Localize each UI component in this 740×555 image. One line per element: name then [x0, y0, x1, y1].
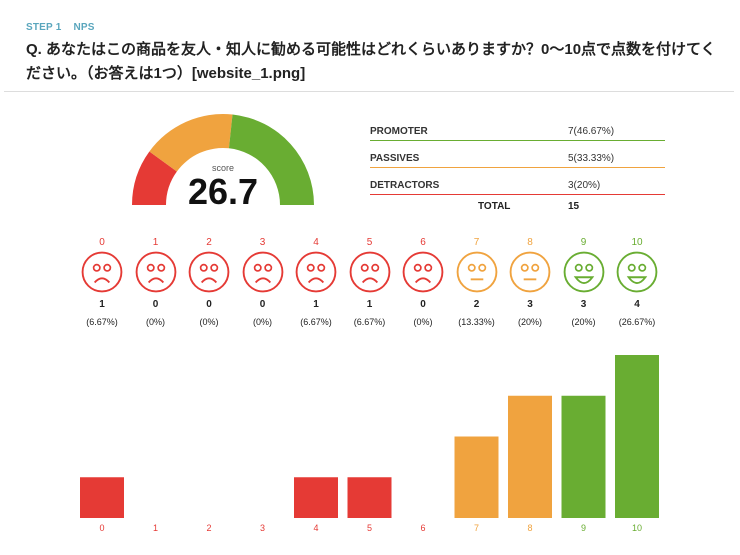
- score-count: 1: [313, 299, 319, 310]
- score-count: 3: [580, 299, 587, 310]
- score-label: 10: [631, 237, 643, 248]
- summary-row-passives: PASSIVES 5(33.33%): [370, 147, 665, 168]
- row-label: DETRACTORS: [370, 180, 440, 191]
- score-percent: (20%): [517, 317, 542, 327]
- score-percent: (20%): [571, 317, 596, 327]
- score-label: 3: [259, 237, 266, 248]
- bar-label-9: 9: [581, 523, 586, 533]
- bar-5: [347, 477, 392, 518]
- sad-face-icon: [188, 251, 230, 293]
- gauge-segment-detractors: [132, 151, 177, 205]
- sad-face-icon: [349, 251, 390, 293]
- score-percent: (0%): [252, 317, 272, 327]
- score-item-5: 5 1 (6.67%): [345, 237, 395, 327]
- bar-label-1: 1: [153, 523, 158, 533]
- score-item-9: 9 3 (20%): [559, 237, 609, 327]
- score-label: 6: [420, 237, 426, 248]
- bar-10: [615, 355, 659, 518]
- score-percent: (6.67%): [86, 317, 118, 327]
- bar-label-2: 2: [206, 523, 211, 533]
- bar-8: [508, 395, 552, 518]
- score-count: 0: [259, 299, 266, 310]
- sad-face-icon: [135, 251, 176, 293]
- score-label: 7: [473, 237, 480, 248]
- neutral-face-icon: [509, 251, 551, 293]
- score-count: 2: [473, 299, 480, 310]
- score-item-4: 4 1 (6.67%): [291, 237, 341, 327]
- bar-label-8: 8: [527, 523, 532, 533]
- bar-label-6: 6: [420, 523, 425, 533]
- score-label: 2: [206, 237, 212, 248]
- step-number: STEP 1: [26, 22, 62, 33]
- score-item-6: 6 0 (0%): [398, 237, 448, 327]
- question-title: Q. あなたはこの商品を友人・知人に勧める可能性はどれくらいありますか？0〜10…: [26, 41, 716, 82]
- score-percent: (26.67%): [618, 317, 656, 327]
- score-item-8: 8 3 (20%): [505, 237, 555, 327]
- score-count: 4: [634, 299, 640, 310]
- score-item-10: 10 4 (26.67%): [612, 237, 662, 327]
- score-label: 9: [580, 237, 587, 248]
- score-label: 5: [366, 237, 373, 248]
- score-label: score: [211, 163, 234, 173]
- score-label: 1: [152, 237, 159, 248]
- total-label: TOTAL: [478, 201, 511, 212]
- bar-0: [80, 477, 124, 518]
- divider: [4, 91, 734, 92]
- score-percent: (0%): [145, 317, 165, 327]
- sad-face-icon: [402, 251, 444, 293]
- sad-face-icon: [295, 251, 337, 293]
- row-value: 7(46.67%): [568, 126, 615, 137]
- summary-row-detractors: DETRACTORS 3(20%): [370, 174, 665, 195]
- score-percent: (13.33%): [458, 317, 495, 327]
- step-label: STEP 1 NPS: [26, 22, 107, 33]
- row-value: 3(20%): [568, 180, 601, 191]
- score-count: 3: [527, 299, 533, 310]
- score-label: 0: [99, 237, 105, 248]
- total-value: 15: [568, 201, 580, 212]
- score-count: 0: [152, 299, 159, 310]
- score-count: 0: [420, 299, 426, 310]
- score-count: 0: [206, 299, 212, 310]
- row-label: PROMOTER: [370, 126, 428, 137]
- score-item-3: 3 0 (0%): [238, 237, 288, 327]
- sad-face-icon: [242, 251, 283, 293]
- happy-face-icon: [563, 251, 604, 293]
- bar-label-0: 0: [99, 523, 104, 533]
- score-item-0: 0 1 (6.67%): [77, 237, 127, 327]
- score-item-2: 2 0 (0%): [184, 237, 234, 327]
- score-item-1: 1 0 (0%): [131, 237, 181, 327]
- question-type: NPS: [73, 22, 95, 33]
- gauge-segment-passives: [149, 114, 233, 172]
- score-label: 4: [313, 237, 319, 248]
- bar-9: [561, 395, 606, 518]
- score-label: 8: [527, 237, 533, 248]
- score-count: 1: [99, 299, 105, 310]
- bar-label-5: 5: [367, 523, 372, 533]
- score-count: 1: [366, 299, 373, 310]
- score-percent: (0%): [199, 317, 219, 327]
- bar-7: [454, 436, 499, 518]
- bar-label-4: 4: [313, 523, 318, 533]
- score-percent: (0%): [413, 317, 433, 327]
- bar-label-3: 3: [260, 523, 265, 533]
- score-value: 26.7: [187, 171, 259, 212]
- row-value: 5(33.33%): [568, 153, 615, 164]
- neutral-face-icon: [456, 251, 497, 293]
- score-item-7: 7 2 (13.33%): [452, 237, 502, 327]
- happy-face-icon: [616, 251, 658, 293]
- score-percent: (6.67%): [353, 317, 386, 327]
- bar-label-10: 10: [632, 523, 642, 533]
- sad-face-icon: [81, 251, 123, 293]
- gauge-segment-promoters: [228, 114, 314, 205]
- row-label: PASSIVES: [370, 153, 420, 164]
- summary-row-promoter: PROMOTER 7(46.67%): [370, 120, 665, 141]
- bar-label-7: 7: [474, 523, 479, 533]
- bar-4: [294, 477, 338, 518]
- score-percent: (6.67%): [300, 317, 332, 327]
